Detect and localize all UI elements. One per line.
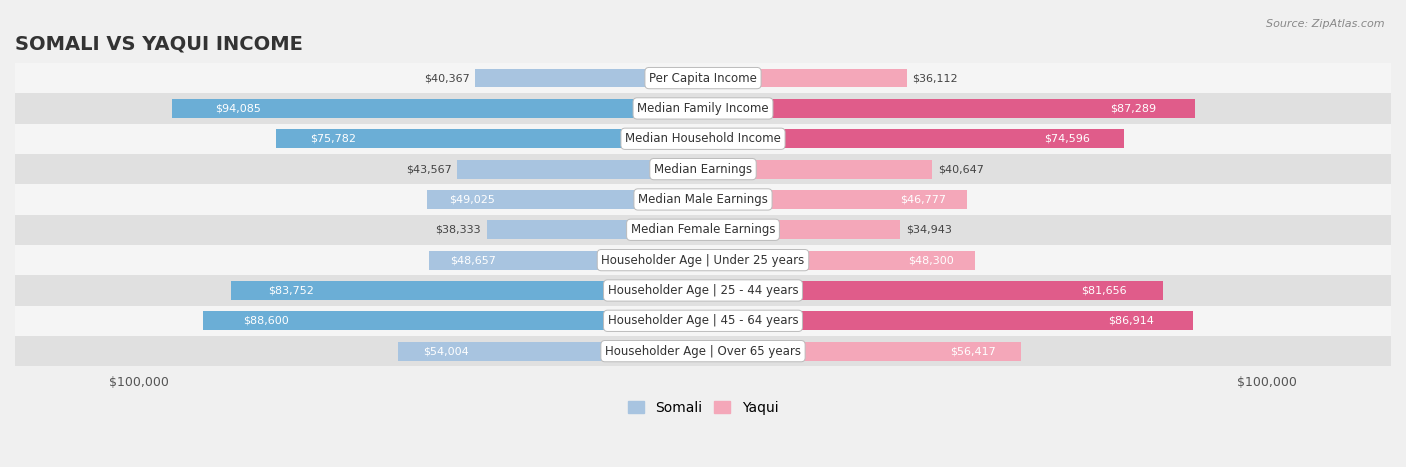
Text: $48,657: $48,657	[450, 255, 496, 265]
FancyBboxPatch shape	[0, 63, 1406, 93]
Bar	[426, 190, 703, 209]
Text: $43,567: $43,567	[406, 164, 451, 174]
Bar	[231, 281, 703, 300]
Bar	[486, 220, 703, 239]
Text: $75,782: $75,782	[309, 134, 356, 144]
Text: $48,300: $48,300	[908, 255, 953, 265]
Text: $34,943: $34,943	[905, 225, 952, 235]
FancyBboxPatch shape	[0, 336, 1406, 366]
Text: Median Female Earnings: Median Female Earnings	[631, 223, 775, 236]
Bar	[703, 99, 1195, 118]
FancyBboxPatch shape	[0, 124, 1406, 154]
Text: $83,752: $83,752	[269, 285, 315, 296]
Text: $38,333: $38,333	[436, 225, 481, 235]
Bar	[703, 69, 907, 87]
Bar	[429, 251, 703, 269]
Text: Median Male Earnings: Median Male Earnings	[638, 193, 768, 206]
Text: $49,025: $49,025	[449, 194, 495, 205]
Text: $88,600: $88,600	[243, 316, 290, 326]
Text: $86,914: $86,914	[1108, 316, 1154, 326]
Text: Householder Age | 45 - 64 years: Householder Age | 45 - 64 years	[607, 314, 799, 327]
Text: Householder Age | 25 - 44 years: Householder Age | 25 - 44 years	[607, 284, 799, 297]
Text: Householder Age | Under 25 years: Householder Age | Under 25 years	[602, 254, 804, 267]
Bar	[173, 99, 703, 118]
Text: SOMALI VS YAQUI INCOME: SOMALI VS YAQUI INCOME	[15, 34, 302, 53]
Bar	[703, 342, 1021, 361]
FancyBboxPatch shape	[0, 245, 1406, 276]
Bar	[703, 160, 932, 178]
Bar	[398, 342, 703, 361]
Bar	[204, 311, 703, 330]
Text: $94,085: $94,085	[215, 103, 260, 113]
Text: $81,656: $81,656	[1081, 285, 1126, 296]
Text: $74,596: $74,596	[1045, 134, 1090, 144]
Text: Per Capita Income: Per Capita Income	[650, 71, 756, 85]
FancyBboxPatch shape	[0, 305, 1406, 336]
Bar	[703, 251, 976, 269]
Bar	[457, 160, 703, 178]
Text: $40,367: $40,367	[425, 73, 470, 83]
Text: $36,112: $36,112	[912, 73, 957, 83]
Text: $54,004: $54,004	[423, 346, 468, 356]
Text: $56,417: $56,417	[950, 346, 995, 356]
FancyBboxPatch shape	[0, 154, 1406, 184]
Text: Householder Age | Over 65 years: Householder Age | Over 65 years	[605, 345, 801, 358]
FancyBboxPatch shape	[0, 276, 1406, 305]
Text: $40,647: $40,647	[938, 164, 984, 174]
FancyBboxPatch shape	[0, 93, 1406, 124]
Bar	[703, 190, 967, 209]
Bar	[276, 129, 703, 148]
FancyBboxPatch shape	[0, 215, 1406, 245]
Text: $87,289: $87,289	[1109, 103, 1156, 113]
Legend: Somali, Yaqui: Somali, Yaqui	[623, 396, 783, 420]
Text: Median Household Income: Median Household Income	[626, 132, 780, 145]
Bar	[703, 281, 1164, 300]
Bar	[703, 220, 900, 239]
Bar	[475, 69, 703, 87]
Bar	[703, 311, 1194, 330]
Text: Median Earnings: Median Earnings	[654, 163, 752, 176]
Text: Median Family Income: Median Family Income	[637, 102, 769, 115]
Text: Source: ZipAtlas.com: Source: ZipAtlas.com	[1267, 19, 1385, 28]
FancyBboxPatch shape	[0, 184, 1406, 215]
Bar	[703, 129, 1123, 148]
Text: $46,777: $46,777	[900, 194, 946, 205]
